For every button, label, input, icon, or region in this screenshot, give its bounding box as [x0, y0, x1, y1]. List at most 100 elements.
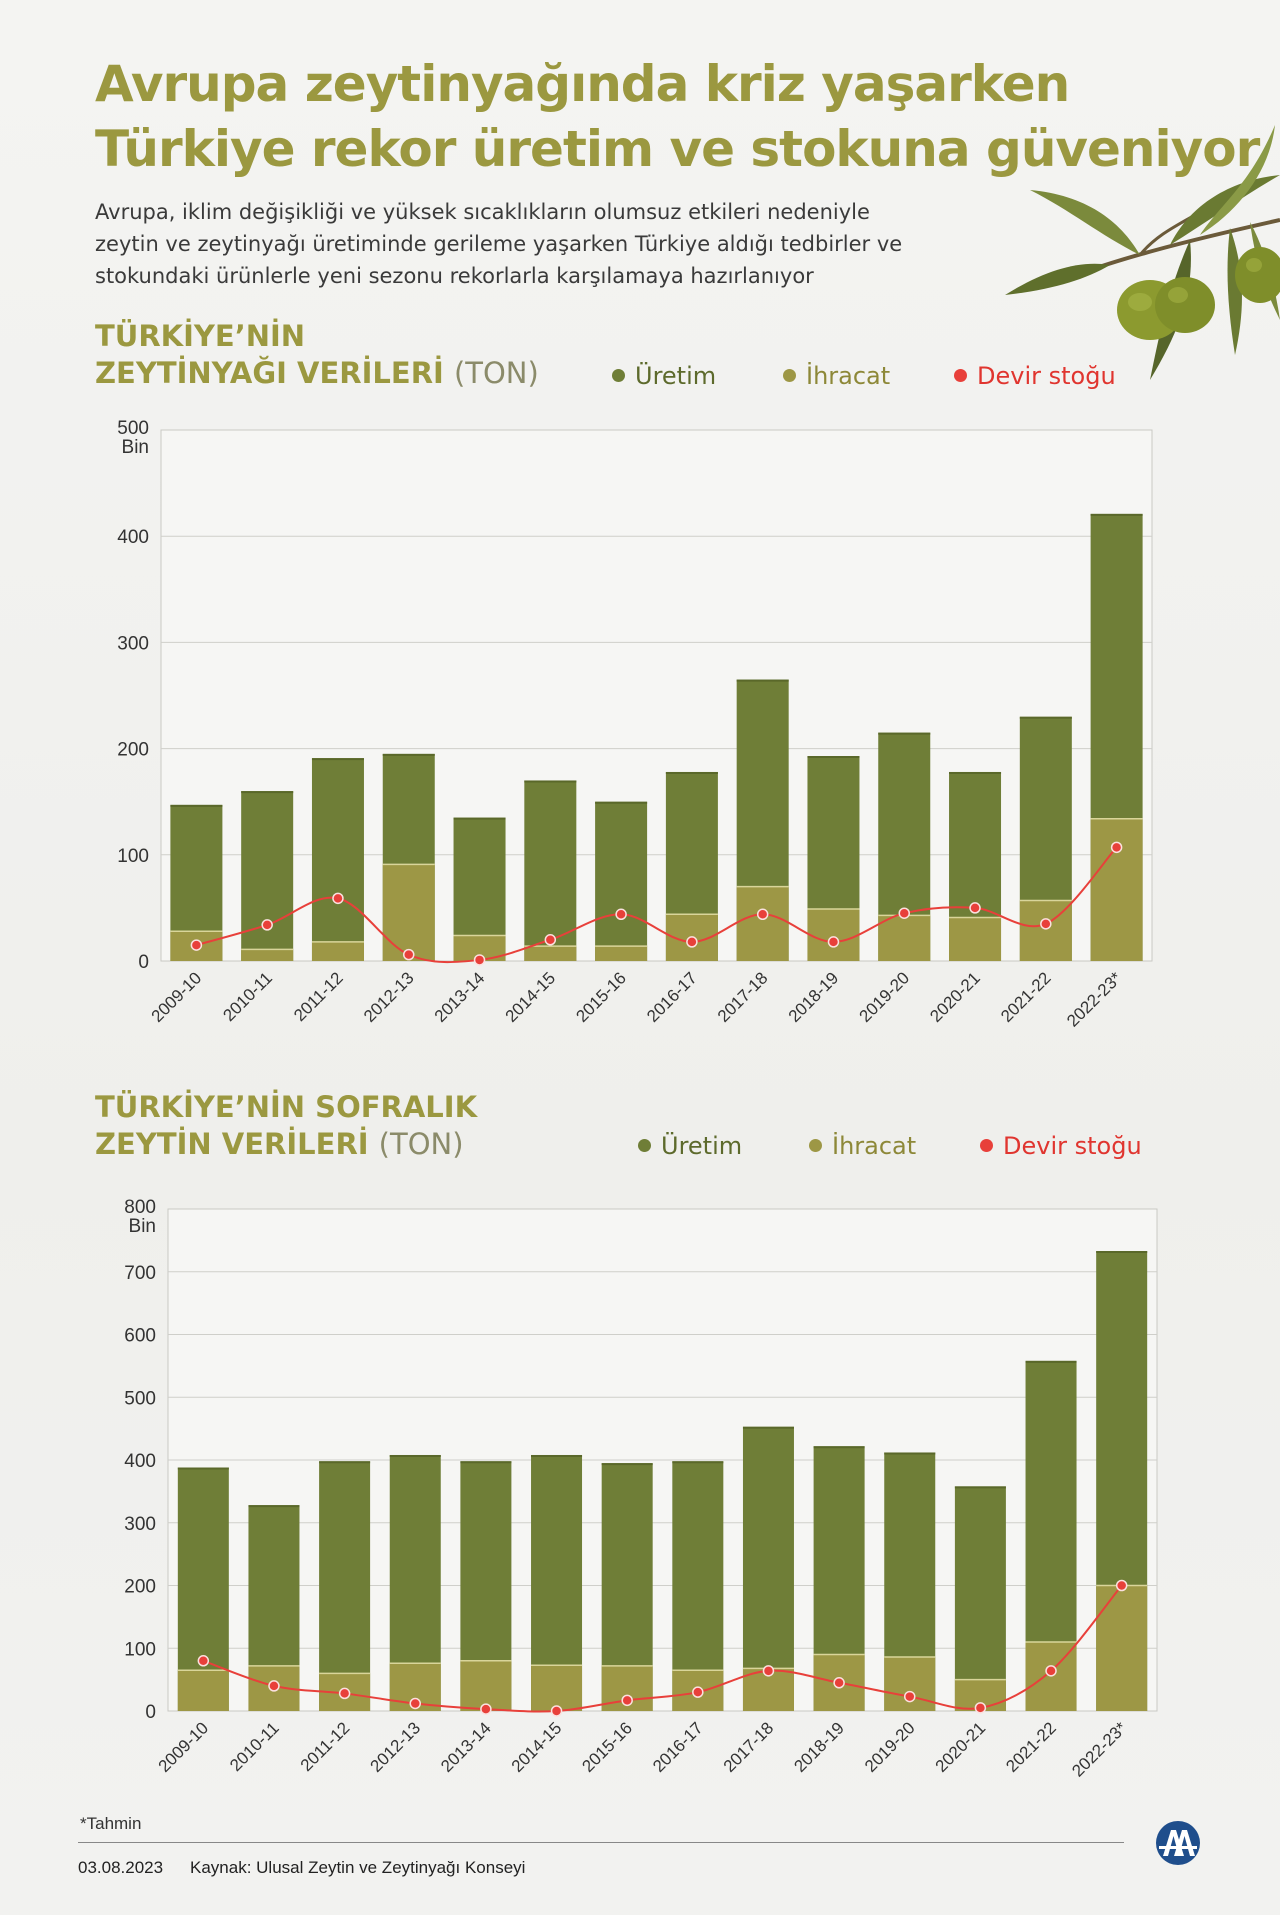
oil-bar-export: [665, 914, 718, 961]
aa-logo-icon: [1156, 1821, 1200, 1865]
oil-x-tick-label: 2020-21: [926, 968, 984, 1026]
table-olive-bar-export: [1025, 1641, 1077, 1711]
oil-bar-production: [170, 804, 223, 961]
table-olive-stock-point: [409, 1697, 421, 1710]
oil-bar-export: [1090, 818, 1143, 961]
title-line-2: Türkiye rekor üretim ve stokuna güveniyo…: [95, 120, 1260, 178]
oil-stock-point: [473, 954, 486, 966]
oil-y-tick-label: 400: [117, 527, 149, 548]
legend-dot-icon: [612, 368, 625, 382]
table-olive-plot-area: [167, 1208, 1158, 1712]
oil-stock-point: [1040, 918, 1052, 930]
table-olive-bar-production: [460, 1461, 512, 1711]
legend-dot-icon: [638, 1138, 651, 1152]
table-olive-stock-point: [904, 1690, 916, 1703]
table-olive-y-tick-label: 800: [124, 1197, 156, 1218]
table-olive-bar-export: [813, 1654, 865, 1711]
oil-section-title-line-2: ZEYTİNYAĞI VERİLERİ: [95, 356, 444, 390]
table-olive-x-tick-label: 2020-21: [932, 1718, 990, 1776]
table-olive-bar-export: [672, 1670, 724, 1711]
table-olive-x-tick-label: 2016-17: [649, 1718, 707, 1776]
table-olive-stock-point: [550, 1705, 563, 1717]
table-olive-y-tick-label: 300: [124, 1514, 156, 1535]
oil-stock-point: [827, 936, 840, 948]
oil-bar-export: [524, 946, 577, 961]
table-olive-legend-stock: Devir stoğu: [980, 1132, 1142, 1160]
legend-dot-icon: [809, 1138, 822, 1152]
oil-stock-point: [969, 902, 981, 914]
oil-x-tick-label: 2011-12: [290, 968, 347, 1025]
footer-date: 03.08.2023: [78, 1858, 164, 1877]
table-olive-bar-export: [389, 1663, 441, 1711]
oil-section-title: TÜRKİYE’NİN ZEYTİNYAĞI VERİLERİ (TON): [95, 318, 539, 392]
table-olive-legend-production-label: Üretim: [661, 1132, 743, 1160]
table-olive-bar-production: [248, 1505, 300, 1711]
table-olive-bar-export: [248, 1665, 300, 1711]
table-olive-y-tick-label: 500: [124, 1388, 156, 1409]
oil-stock-line: [196, 846, 1118, 964]
table-olive-stock-point: [338, 1687, 351, 1700]
table-olive-bar-export: [954, 1679, 1006, 1711]
table-olive-section-title-line-1: TÜRKİYE’NİN SOFRALIK: [95, 1090, 478, 1124]
page-subtitle: Avrupa, iklim değişikliği ve yüksek sıca…: [95, 196, 902, 292]
table-olive-x-tick-label: 2022-23*: [1068, 1718, 1131, 1781]
table-olive-stock-point: [762, 1665, 775, 1677]
oil-bar-production: [524, 780, 577, 961]
oil-legend-stock: Devir stoğu: [954, 362, 1116, 390]
oil-bar-export: [1019, 900, 1072, 961]
oil-bar-production: [1090, 513, 1143, 961]
table-olive-bar-export: [319, 1673, 371, 1711]
table-olive-bar-production: [177, 1467, 229, 1711]
oil-bar-production: [453, 817, 506, 961]
oil-y-unit-label: Bin: [122, 437, 149, 458]
table-olive-y-unit-label: Bin: [129, 1216, 156, 1237]
oil-x-tick-label: 2013-14: [431, 968, 489, 1026]
table-olive-stock-point: [197, 1655, 210, 1667]
oil-bar-production: [878, 732, 931, 961]
table-olive-stock-point: [1115, 1579, 1128, 1592]
oil-bar-export: [241, 949, 294, 961]
oil-x-tick-label: 2014-15: [502, 968, 560, 1026]
olive-branch-illustration: [1005, 125, 1280, 380]
table-olive-bar-export: [601, 1665, 653, 1711]
oil-bar-export: [807, 908, 860, 961]
table-olive-stock-point: [480, 1703, 492, 1715]
oil-bar-production: [595, 801, 648, 961]
subtitle-line-1: Avrupa, iklim değişikliği ve yüksek sıca…: [95, 200, 870, 224]
oil-stock-point: [190, 939, 203, 951]
oil-bar-production: [382, 753, 435, 961]
table-olive-bar-production: [884, 1452, 936, 1711]
table-olive-stock-line: [202, 1584, 1123, 1713]
table-olive-legend-production: Üretim: [638, 1132, 742, 1160]
oil-x-tick-label: 2015-16: [572, 968, 630, 1026]
legend-dot-icon: [954, 368, 967, 382]
table-olive-y-tick-label: 0: [145, 1702, 156, 1723]
oil-bar-production: [311, 758, 364, 961]
table-olive-bar-export: [1096, 1585, 1148, 1711]
table-olive-x-tick-label: 2009-10: [155, 1718, 213, 1776]
oil-stock-point: [756, 908, 769, 921]
table-olive-bar-export: [742, 1668, 794, 1711]
oil-stock-point: [898, 907, 910, 919]
table-olive-bar-export: [884, 1657, 936, 1711]
oil-bar-export: [736, 886, 789, 961]
oil-stock-point: [1110, 841, 1123, 854]
title-line-1: Avrupa zeytinyağında kriz yaşarken: [95, 55, 1070, 113]
table-olive-bar-production: [1096, 1251, 1148, 1711]
page-title: Avrupa zeytinyağında kriz yaşarken Türki…: [95, 52, 1260, 182]
oil-y-tick-label: 300: [117, 633, 149, 654]
table-olive-bar-production: [531, 1454, 583, 1711]
table-olive-x-tick-label: 2017-18: [720, 1718, 778, 1776]
legend-dot-icon: [783, 368, 796, 382]
table-olive-x-tick-label: 2011-12: [297, 1718, 354, 1775]
oil-legend-export: İhracat: [783, 362, 890, 390]
oil-y-tick-label: 100: [117, 846, 149, 867]
table-olive-bar-production: [319, 1461, 371, 1711]
table-olive-legend-export: İhracat: [809, 1132, 916, 1160]
oil-legend-production: Üretim: [612, 362, 716, 390]
table-olive-x-tick-label: 2010-11: [226, 1718, 283, 1775]
oil-y-tick-label: 500: [117, 418, 149, 439]
oil-stock-point: [544, 934, 557, 946]
oil-y-tick-label: 0: [138, 952, 149, 973]
table-olive-y-tick-label: 100: [124, 1639, 156, 1660]
